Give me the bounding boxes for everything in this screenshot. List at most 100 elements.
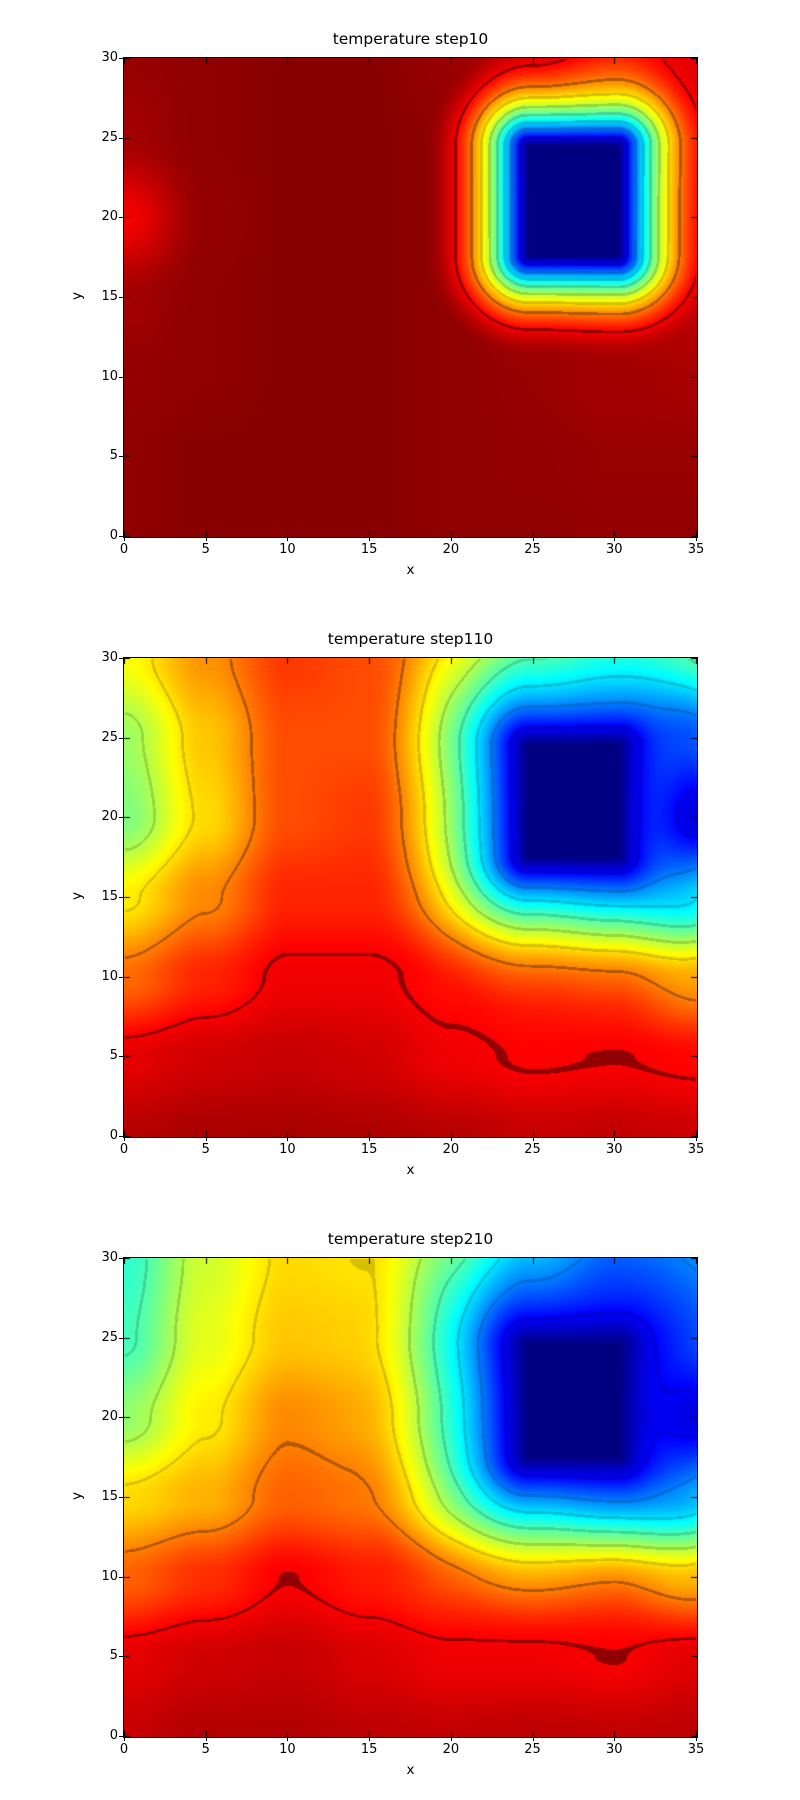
x-tick-label: 20 [442,542,460,557]
y-tick-mark [119,297,123,298]
x-tick-label: 20 [442,1742,460,1757]
x-tick-mark [614,1737,615,1741]
y-tick-mark [119,817,123,818]
y-tick-label: 5 [109,1048,118,1064]
y-tick-label: 25 [101,729,118,745]
subplot-temperature-step110: temperature step110 x y 0 5 10 15 20 25 30 35 0 5… [0,600,800,1200]
y-tick-mark [119,456,123,457]
x-tick-mark [614,537,615,541]
x-tick-label: 20 [442,1142,460,1157]
x-tick-label: 25 [524,542,541,557]
y-tick-mark [119,217,123,218]
x-axis-label: x [406,562,415,578]
temperature-heatmap-canvas [123,1257,698,1738]
y-tick-mark [119,377,123,378]
x-tick-label: 15 [360,542,378,557]
y-tick-mark [119,897,123,898]
y-tick-mark [119,738,123,739]
plot-title: temperature step110 [327,630,494,648]
x-tick-mark [451,1737,452,1741]
x-tick-mark [206,1737,207,1741]
x-tick-label: 0 [119,1142,129,1157]
y-tick-mark [119,1338,123,1339]
x-tick-label: 0 [119,1742,129,1757]
x-tick-mark [287,537,288,541]
y-tick-mark [119,1736,123,1737]
x-tick-label: 15 [360,1142,378,1157]
y-tick-label: 10 [101,368,118,384]
y-tick-label: 30 [101,50,118,65]
plot-title: temperature step210 [327,1230,494,1248]
x-tick-mark [451,537,452,541]
y-tick-label: 15 [101,889,118,904]
x-tick-mark [124,1137,125,1141]
x-tick-mark [369,1737,370,1741]
x-tick-mark [206,1137,207,1141]
x-tick-mark [614,1137,615,1141]
y-tick-label: 15 [101,1489,118,1504]
y-tick-label: 10 [101,968,118,984]
y-tick-mark [119,1136,123,1137]
x-tick-mark [533,537,534,541]
y-tick-mark [119,977,123,978]
y-tick-mark [119,58,123,59]
x-tick-label: 35 [687,542,705,557]
y-tick-label: 20 [101,1409,118,1425]
y-tick-label: 0 [109,1728,118,1743]
x-tick-label: 10 [279,1142,296,1157]
x-tick-label: 30 [606,542,623,557]
x-tick-label: 30 [606,1742,623,1757]
subplot-temperature-step210: temperature step210 x y 0 5 10 15 20 25 30 35 0 5… [0,1200,800,1800]
x-tick-label: 15 [360,1742,378,1757]
x-tick-label: 35 [687,1142,705,1157]
x-tick-label: 5 [201,1742,210,1757]
y-tick-mark [119,658,123,659]
x-tick-mark [696,537,697,541]
x-tick-label: 30 [606,1142,623,1157]
y-tick-mark [119,1577,123,1578]
y-tick-mark [119,1497,123,1498]
x-tick-label: 5 [201,542,210,557]
x-tick-mark [369,537,370,541]
x-tick-label: 25 [524,1742,541,1757]
x-tick-label: 10 [279,1742,296,1757]
y-tick-label: 15 [101,289,118,304]
y-tick-label: 0 [109,528,118,543]
x-tick-mark [451,1137,452,1141]
y-tick-label: 0 [109,1128,118,1143]
x-tick-label: 5 [201,1142,210,1157]
subplot-temperature-step10: temperature step10 x y 0 5 10 15 20 25 30 35 0 5 1… [0,0,800,600]
x-tick-mark [124,537,125,541]
plot-title: temperature step10 [332,30,489,48]
x-tick-mark [533,1137,534,1141]
y-tick-mark [119,1417,123,1418]
x-tick-mark [533,1737,534,1741]
y-tick-label: 5 [109,1648,118,1664]
x-axis-label: x [406,1762,415,1778]
y-tick-label: 10 [101,1568,118,1584]
y-tick-label: 30 [101,1250,118,1265]
y-tick-mark [119,536,123,537]
x-tick-label: 0 [119,542,129,557]
x-tick-mark [287,1137,288,1141]
y-tick-label: 25 [101,129,118,145]
y-tick-mark [119,1258,123,1259]
x-tick-label: 35 [687,1742,705,1757]
y-tick-mark [119,138,123,139]
temperature-heatmap-canvas [123,657,698,1138]
y-tick-label: 20 [101,809,118,825]
y-tick-label: 30 [101,650,118,665]
x-tick-label: 25 [524,1142,541,1157]
x-tick-mark [124,1737,125,1741]
x-tick-mark [206,537,207,541]
x-tick-mark [696,1137,697,1141]
y-tick-label: 5 [109,448,118,464]
y-tick-mark [119,1656,123,1657]
y-tick-label: 20 [101,209,118,225]
x-tick-mark [696,1737,697,1741]
x-tick-mark [287,1737,288,1741]
temperature-heatmap-canvas [123,57,698,538]
x-tick-label: 10 [279,542,296,557]
y-tick-mark [119,1056,123,1057]
x-axis-label: x [406,1162,415,1178]
